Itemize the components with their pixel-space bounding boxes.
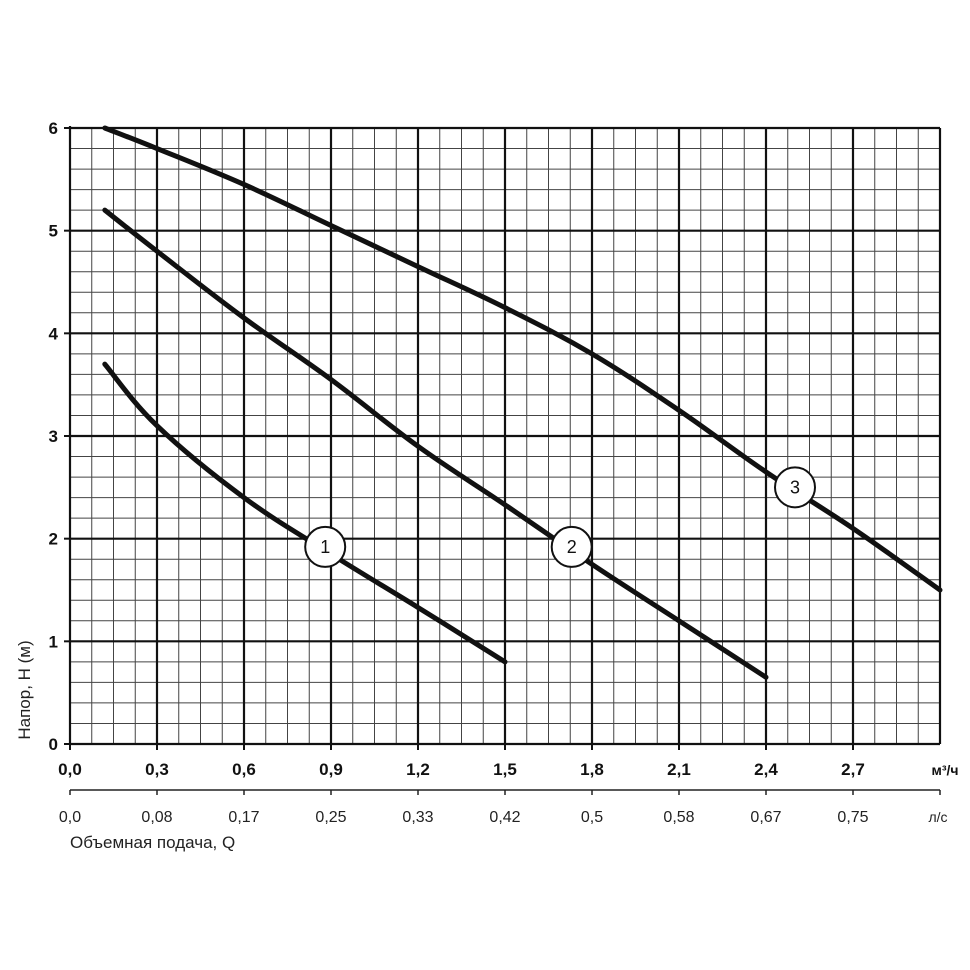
series-line-2 [102, 207, 769, 680]
axes [64, 126, 941, 795]
y-tick-label: 6 [49, 119, 58, 138]
x-tick-label-primary: 0,6 [232, 760, 256, 779]
x-tick-label-primary: 2,1 [667, 760, 691, 779]
x-tick-label-primary: 0,0 [58, 760, 82, 779]
x-tick-label-secondary: 0,42 [489, 809, 520, 826]
x-tick-label-secondary: 0,5 [581, 809, 603, 826]
x-tick-label-primary: 2,7 [841, 760, 865, 779]
x-unit-primary: м³/ч [931, 762, 958, 778]
x-tick-label-secondary: 0,25 [315, 809, 346, 826]
x-tick-label-secondary: 0,17 [228, 809, 259, 826]
x-tick-label-secondary: 0,0 [59, 809, 81, 826]
curve-marker-circle [774, 466, 816, 509]
y-tick-label: 3 [49, 427, 58, 446]
x-tick-label-primary: 2,4 [754, 760, 778, 779]
curve-marker-label: 2 [567, 537, 577, 557]
x-tick-label-secondary: 0,33 [402, 809, 433, 826]
x-tick-label-secondary: 0,08 [141, 809, 172, 826]
curve-marker-label: 3 [790, 477, 800, 497]
x-tick-label-primary: 1,2 [406, 760, 430, 779]
series-line-3 [102, 125, 943, 593]
y-tick-label: 5 [49, 222, 58, 241]
y-tick-label: 0 [49, 735, 58, 754]
y-tick-label: 2 [49, 530, 58, 549]
x-tick-label-primary: 0,3 [145, 760, 169, 779]
curve-marker-circle [550, 525, 593, 568]
x-unit-secondary: л/с [928, 809, 947, 825]
curve-marker-label: 1 [320, 537, 330, 557]
y-tick-label: 4 [49, 324, 59, 343]
x-tick-label-primary: 1,5 [493, 760, 517, 779]
y-tick-label: 1 [49, 632, 58, 651]
x-tick-label-primary: 1,8 [580, 760, 604, 779]
tick-labels: 0 1 2 3 4 5 6 0,0 0,3 0,6 0,9 1,2 1,5 1,8 2,1 2,4 2,7 0,0… [49, 119, 869, 826]
curve-labels: 1 2 3 [304, 466, 816, 568]
x-tick-label-primary: 0,9 [319, 760, 343, 779]
x-tick-label-secondary: 0,75 [837, 809, 868, 826]
major-grid [70, 126, 942, 744]
x-axis-title: Объемная подача, Q [70, 833, 235, 852]
y-axis-title: Напор, H (м) [15, 640, 34, 739]
x-tick-label-secondary: 0,67 [750, 809, 781, 826]
x-tick-label-secondary: 0,58 [663, 809, 694, 826]
curve-marker-circle [304, 525, 347, 568]
series-line-1 [102, 361, 508, 665]
